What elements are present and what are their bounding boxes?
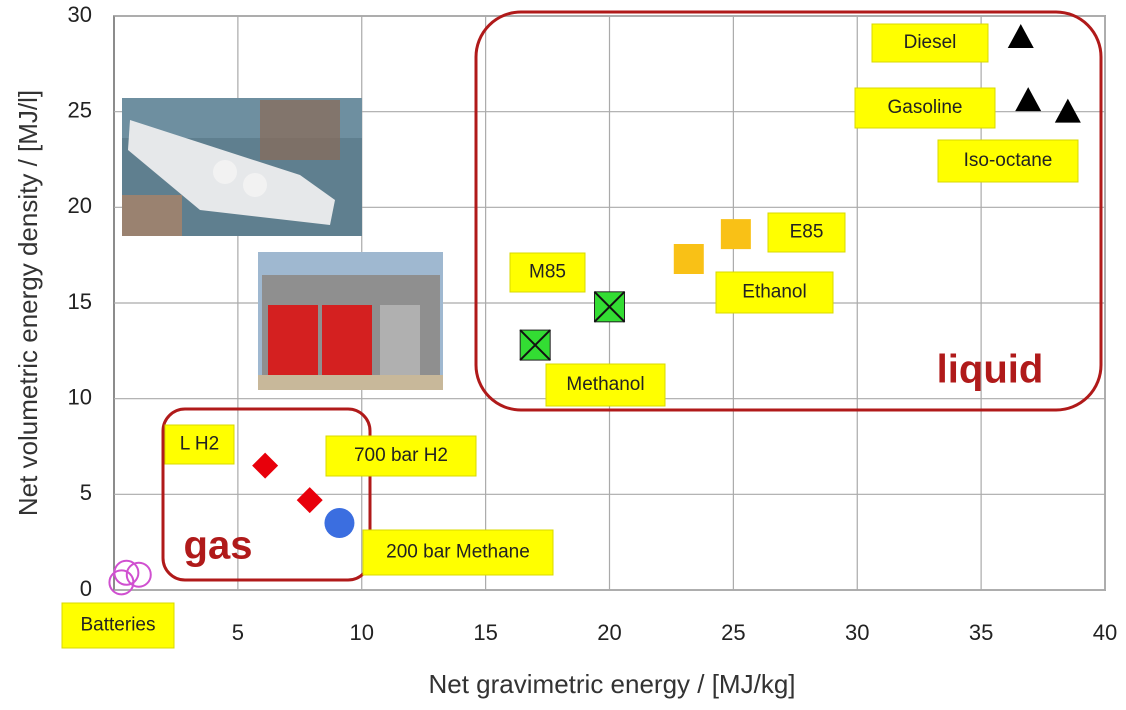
- series-label: Ethanol: [742, 282, 806, 303]
- container-photo: [258, 252, 443, 390]
- marker: [296, 487, 323, 514]
- label-box: [509, 252, 586, 293]
- marker: [519, 329, 551, 361]
- x-axis-title: Net gravimetric energy / [MJ/kg]: [429, 669, 796, 699]
- y-tick-label: 25: [68, 97, 92, 122]
- series-label: E85: [790, 222, 824, 243]
- label-box: [854, 87, 996, 129]
- series-label: Batteries: [81, 615, 156, 636]
- liquid-region: [474, 10, 1103, 412]
- region-label: gas: [184, 524, 253, 568]
- gas-region: [161, 407, 372, 582]
- x-tick-label: 15: [473, 620, 497, 645]
- ship-photo: [122, 98, 362, 236]
- label-box: [164, 424, 235, 465]
- y-tick-label: 10: [68, 384, 92, 409]
- series-label: Methanol: [566, 374, 644, 395]
- y-tick-label: 20: [68, 193, 92, 218]
- x-tick-label: 10: [350, 620, 374, 645]
- y-tick-label: 30: [68, 2, 92, 27]
- series-label: 200 bar Methane: [386, 542, 530, 563]
- y-tick-label: 15: [68, 289, 92, 314]
- marker: [1054, 98, 1081, 123]
- x-tick-label: 35: [969, 620, 993, 645]
- marker: [593, 291, 626, 323]
- label-box: [715, 271, 834, 314]
- marker: [113, 559, 140, 586]
- x-tick-label: 20: [597, 620, 621, 645]
- label-box: [362, 529, 554, 576]
- label-box: [61, 602, 175, 649]
- marker: [720, 219, 751, 250]
- label-box: [937, 139, 1079, 183]
- series-label: M85: [529, 262, 566, 283]
- region-label: liquid: [937, 348, 1044, 392]
- marker: [324, 508, 355, 539]
- y-axis-title: Net volumetric energy density / [MJ/l]: [13, 90, 43, 516]
- x-tick-label: 40: [1093, 620, 1117, 645]
- y-tick-label: 5: [80, 480, 92, 505]
- marker: [673, 243, 704, 274]
- x-tick-label: 25: [721, 620, 745, 645]
- label-box: [325, 435, 477, 477]
- y-tick-label: 0: [80, 576, 92, 601]
- series-label: Diesel: [904, 32, 957, 53]
- series-label: L H2: [180, 434, 219, 455]
- series-label: Iso-octane: [964, 150, 1053, 171]
- marker: [252, 452, 279, 479]
- series-label: Gasoline: [888, 97, 963, 118]
- marker: [125, 561, 152, 588]
- label-box: [871, 23, 989, 63]
- series-label: 700 bar H2: [354, 445, 448, 466]
- label-box: [767, 212, 846, 253]
- marks: [108, 24, 1081, 596]
- marker: [1007, 24, 1034, 49]
- marker-cross: [593, 291, 626, 323]
- label-box: [545, 363, 666, 407]
- marker-cross: [519, 329, 551, 361]
- x-tick-label: 5: [232, 620, 244, 645]
- marker: [1015, 87, 1042, 112]
- x-tick-label: 30: [845, 620, 869, 645]
